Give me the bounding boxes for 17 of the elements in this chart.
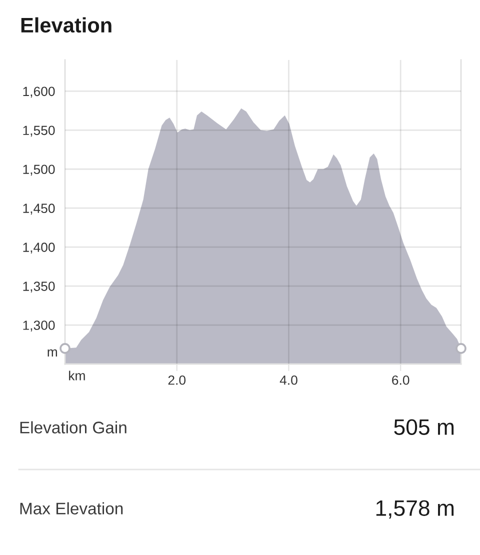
- y-tick-label: 1,400: [23, 242, 55, 254]
- x-axis-title: km: [69, 370, 85, 380]
- text: Elevation Gain: [20, 421, 126, 434]
- y-tick-label: 1,500: [23, 164, 55, 176]
- text: 1,578 m: [376, 500, 454, 519]
- y-tick-label: 1,300: [23, 320, 55, 332]
- x-tick-label: 2.0: [168, 375, 186, 385]
- x-tick-label: 4.0: [280, 375, 298, 385]
- y-tick-label: 1,450: [23, 204, 55, 215]
- y-tick-label: 1,350: [23, 282, 55, 293]
- text: 505 m: [394, 419, 454, 435]
- y-tick-label: 1,550: [23, 126, 55, 137]
- text: Max Elevation: [20, 502, 123, 514]
- chart-title: Elevation: [21, 17, 112, 33]
- x-tick-label: 6.0: [392, 375, 410, 385]
- y-tick-label: 1,600: [23, 86, 55, 98]
- y-axis-title: m: [48, 349, 57, 356]
